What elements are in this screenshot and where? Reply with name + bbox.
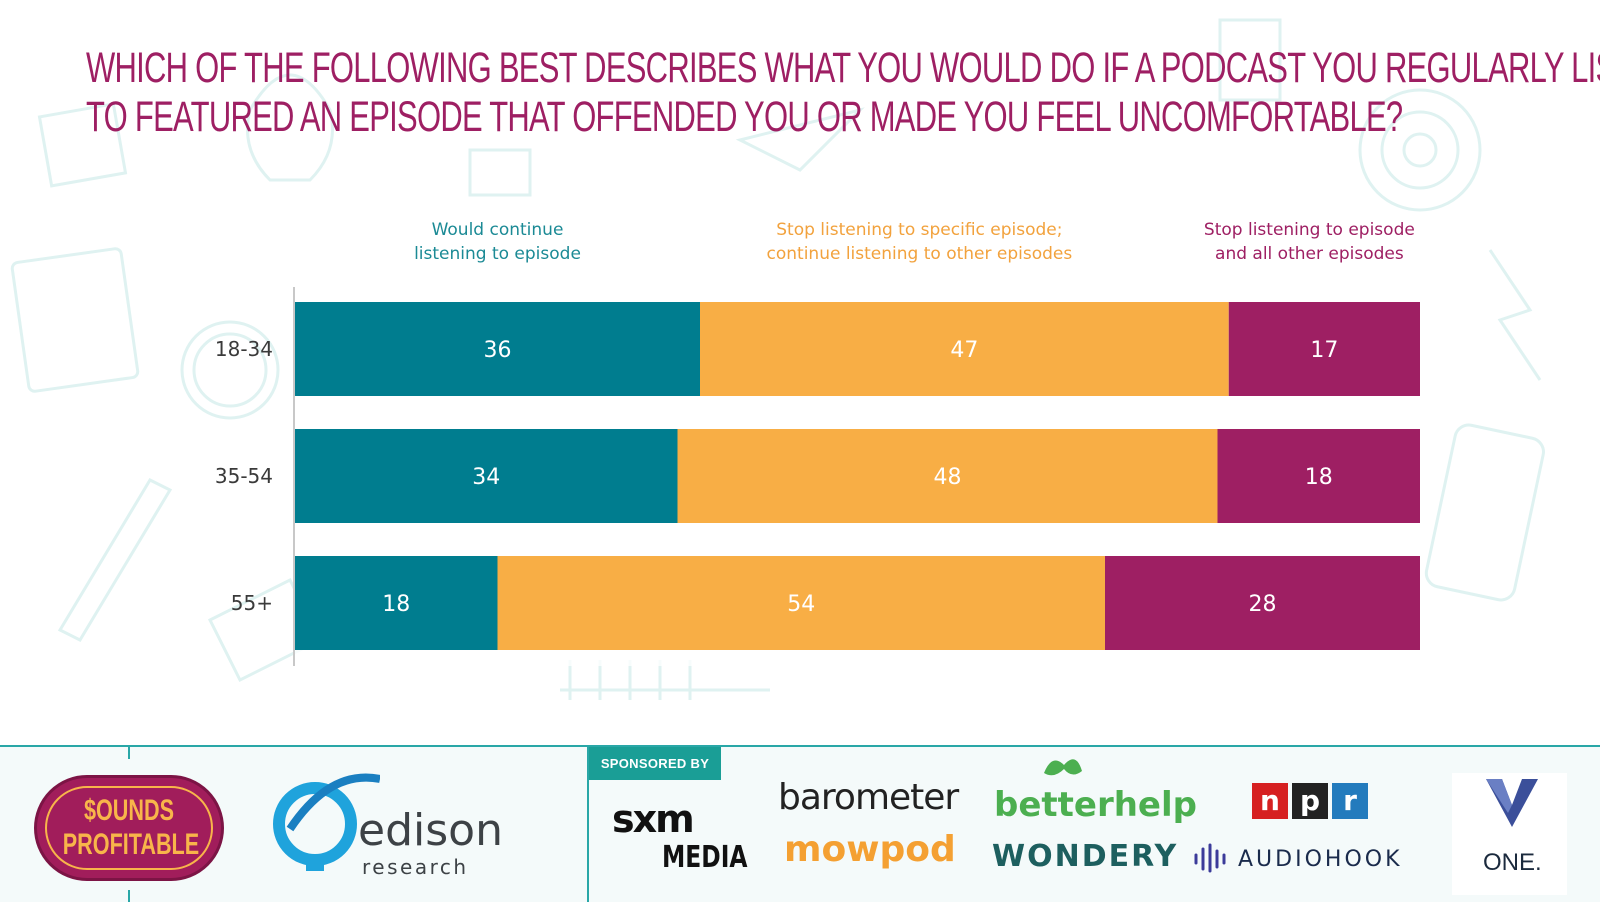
logo-ring bbox=[45, 786, 213, 870]
bar-segment bbox=[700, 302, 1229, 396]
sxm-logo: sxm bbox=[612, 797, 695, 841]
audiohook-logo: AUDIOHOOK bbox=[1238, 847, 1403, 872]
bar-segment bbox=[677, 429, 1218, 523]
footer-divider bbox=[587, 747, 589, 902]
legend-label: Stop listening to episode and all other e… bbox=[1204, 220, 1415, 264]
sponsored-by-label: SPONSORED BY bbox=[589, 747, 721, 780]
legend-label-line: and all other episodes bbox=[1215, 244, 1404, 264]
category-label: 35-54 bbox=[215, 464, 273, 488]
category-label: 55+ bbox=[231, 591, 273, 615]
footer-tick-top bbox=[128, 747, 130, 759]
stacked-bar-chart: Would continue listening to episode Stop l… bbox=[215, 220, 1420, 666]
betterhelp-leaf-icon bbox=[1044, 759, 1082, 776]
edison-sub: research bbox=[362, 855, 469, 879]
audiohook-wave-icon bbox=[1194, 843, 1226, 873]
bar-segment bbox=[1105, 556, 1420, 650]
data-label: 54 bbox=[787, 592, 815, 617]
one-logo-box bbox=[1452, 773, 1567, 895]
edison-name: edison bbox=[358, 805, 503, 856]
edison-research-logo: edison research bbox=[270, 769, 503, 879]
one-chevron-icon bbox=[1486, 779, 1538, 827]
legend-label-line: Would continue bbox=[432, 220, 564, 240]
bar-segment bbox=[1217, 429, 1420, 523]
npr-n: n bbox=[1252, 783, 1288, 819]
legend-label-line: Stop listening to episode bbox=[1204, 220, 1415, 240]
legend-label-line: continue listening to other episodes bbox=[767, 244, 1073, 264]
legend-label: Would continue listening to episode bbox=[414, 220, 581, 264]
barometer-logo: barometer bbox=[778, 777, 959, 818]
data-label: 17 bbox=[1310, 338, 1338, 363]
sounds-profitable-logo: $OUNDS PROFITABLE bbox=[34, 775, 224, 881]
edison-bulb-icon bbox=[273, 773, 381, 871]
sxm-media-logo: MEDIA bbox=[662, 840, 748, 875]
one-logo-text: ONE. bbox=[1483, 849, 1542, 876]
wondery-logo: WONDERY bbox=[992, 839, 1179, 874]
data-label: 36 bbox=[484, 338, 512, 363]
bar-segment bbox=[295, 429, 678, 523]
data-label: 34 bbox=[472, 465, 500, 490]
data-label: 18 bbox=[1305, 465, 1333, 490]
legend-label-line: Stop listening to specific episode; bbox=[776, 220, 1062, 240]
betterhelp-logo: betterhelp bbox=[994, 785, 1197, 825]
bar-segment bbox=[295, 302, 700, 396]
background-doodles bbox=[10, 18, 1545, 700]
bar-segment bbox=[295, 556, 498, 650]
bar-segment bbox=[497, 556, 1105, 650]
data-label: 18 bbox=[382, 592, 410, 617]
npr-logo: n p r bbox=[1252, 783, 1368, 819]
sounds-profitable-line2: PROFITABLE bbox=[62, 828, 200, 861]
legend-label: Stop listening to specific episode; conti… bbox=[767, 220, 1073, 264]
data-label: 28 bbox=[1249, 592, 1277, 617]
sounds-profitable-line1: $OUNDS bbox=[83, 794, 175, 827]
data-label: 47 bbox=[950, 338, 978, 363]
footer-tick-bottom bbox=[128, 890, 130, 902]
footer: $OUNDS PROFITABLE edison research SPONSO… bbox=[0, 745, 1600, 902]
legend-label-line: listening to episode bbox=[414, 244, 581, 264]
mowpod-logo: mowpod bbox=[784, 829, 956, 870]
category-label: 18-34 bbox=[215, 337, 273, 361]
npr-r: r bbox=[1332, 783, 1368, 819]
bar-segment bbox=[1228, 302, 1420, 396]
npr-p: p bbox=[1292, 783, 1328, 819]
data-label: 48 bbox=[934, 465, 962, 490]
